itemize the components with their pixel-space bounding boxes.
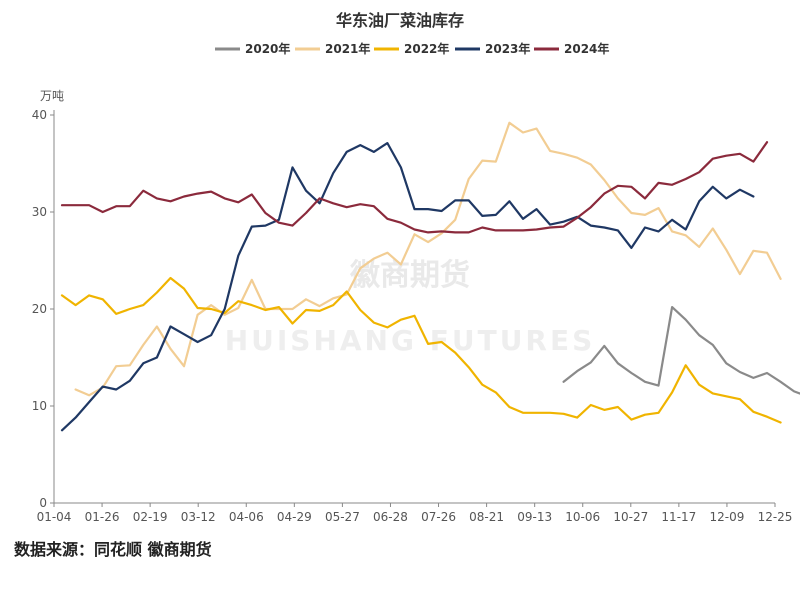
y-tick-label: 0 — [39, 496, 47, 510]
series-line-2024年 — [60, 141, 769, 234]
y-tick-label: 20 — [32, 302, 47, 316]
series-line-2023年 — [60, 142, 755, 432]
x-tick-label: 12-09 — [709, 510, 744, 524]
x-tick-label: 10-06 — [565, 510, 600, 524]
series-line-2021年 — [74, 121, 782, 397]
x-tick-label: 08-21 — [469, 510, 504, 524]
legend-label: 2024年 — [564, 41, 609, 56]
watermark-cn: 徽商期货 — [349, 258, 470, 293]
y-tick-label: 30 — [32, 205, 47, 219]
x-tick-label: 03-12 — [181, 510, 216, 524]
x-tick-label: 06-28 — [373, 510, 408, 524]
legend-label: 2022年 — [404, 41, 449, 56]
chart-title: 华东油厂菜油库存 — [336, 11, 464, 30]
x-tick-label: 01-26 — [85, 510, 120, 524]
x-tick-label: 04-06 — [229, 510, 264, 524]
legend-label: 2021年 — [325, 41, 370, 56]
y-tick-label: 40 — [32, 108, 47, 122]
x-tick-label: 04-29 — [277, 510, 312, 524]
x-tick-label: 10-27 — [613, 510, 648, 524]
x-tick-label: 02-19 — [133, 510, 168, 524]
y-tick-label: 10 — [32, 399, 47, 413]
series-line-2022年 — [60, 276, 782, 424]
x-tick-label: 11-17 — [661, 510, 696, 524]
x-tick-label: 12-25 — [758, 510, 793, 524]
x-tick-label: 07-26 — [421, 510, 456, 524]
x-tick-label: 05-27 — [325, 510, 360, 524]
data-source-note: 数据来源：同花顺 徽商期货 — [14, 540, 212, 559]
series-line-2020年 — [562, 306, 800, 395]
y-axis-unit: 万吨 — [40, 89, 64, 103]
x-tick-label: 01-04 — [37, 510, 72, 524]
legend-label: 2020年 — [245, 41, 290, 56]
watermark-en: HUISHANG FUTURES — [225, 324, 596, 357]
x-tick-label: 09-13 — [517, 510, 552, 524]
legend-label: 2023年 — [485, 41, 530, 56]
